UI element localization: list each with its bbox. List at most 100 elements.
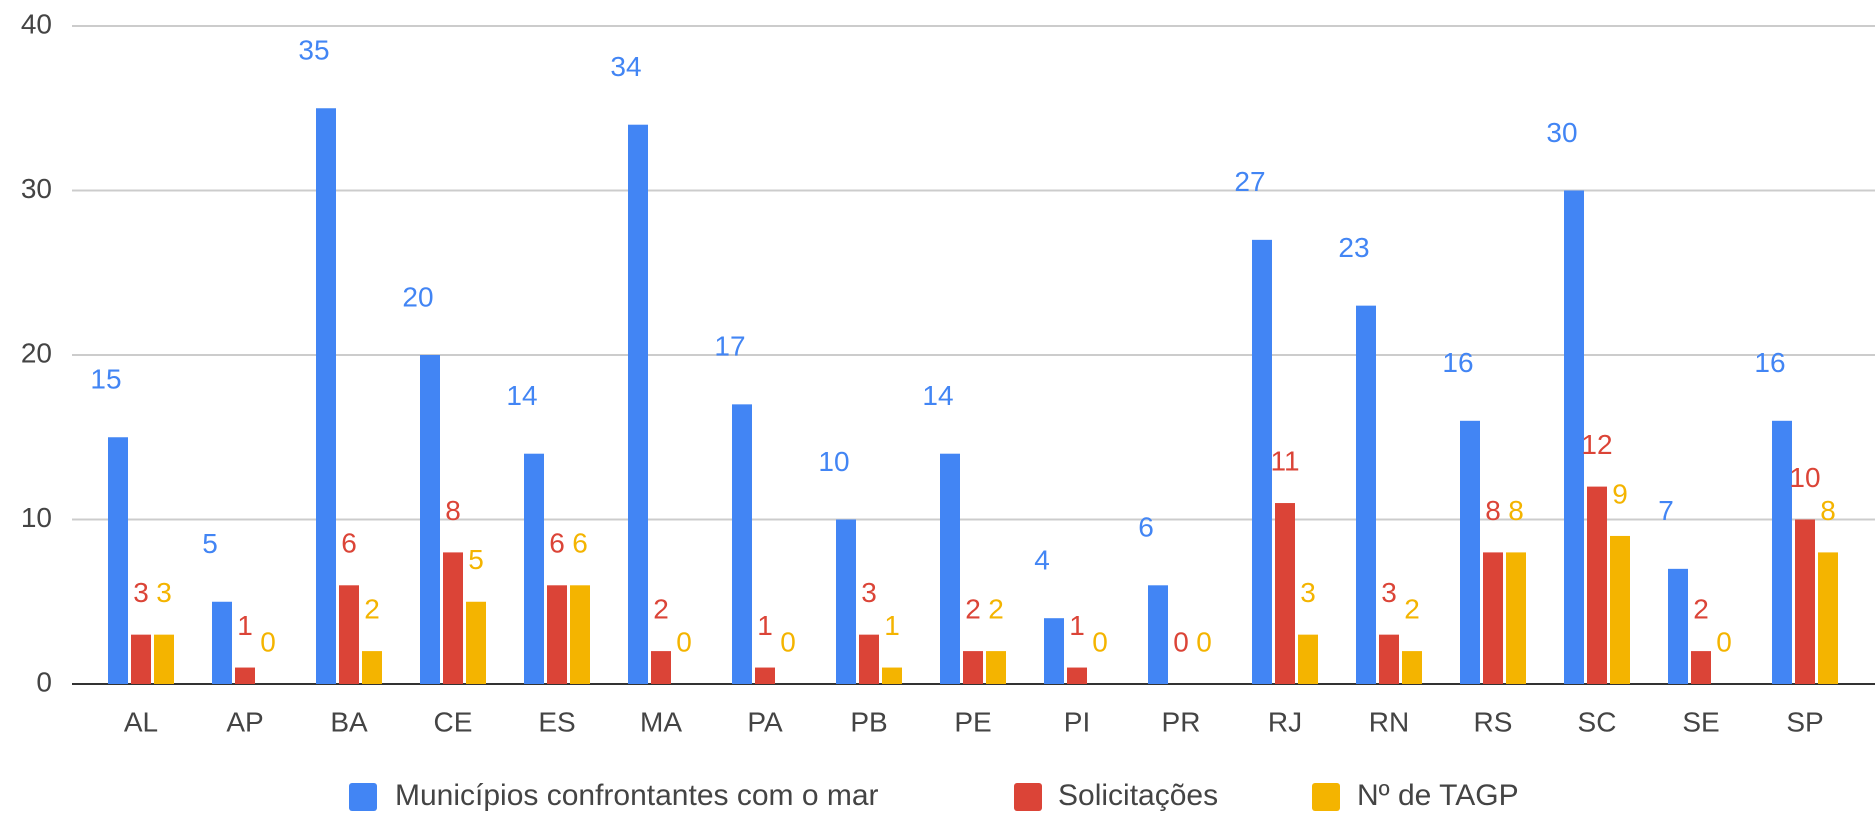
data-label: 2 [1693,593,1709,624]
bar [1044,618,1064,684]
x-tick-label: RN [1369,706,1409,737]
data-label: 0 [780,626,796,657]
legend-label: Nº de TAGP [1357,779,1519,812]
data-label: 3 [133,577,149,608]
bar [732,404,752,684]
data-label: 8 [1508,495,1524,526]
data-label: 3 [1381,577,1397,608]
data-label: 10 [818,446,849,477]
bar [1483,552,1503,684]
bar [986,651,1006,684]
x-tick-label: PE [954,706,991,737]
bar [1356,305,1376,684]
legend-swatch [349,783,377,811]
bar [963,651,983,684]
data-label: 11 [1270,445,1299,476]
data-label: 5 [468,544,484,575]
bar [108,437,128,684]
x-tick-label: MA [640,706,682,737]
data-label: 6 [341,528,357,559]
data-label: 8 [1820,495,1836,526]
bar [1772,420,1792,684]
y-tick-label: 10 [21,502,52,533]
data-label: 15 [90,364,121,395]
data-label: 6 [549,528,565,559]
data-label: 3 [1300,577,1316,608]
x-tick-label: SE [1682,706,1719,737]
data-label: 23 [1338,232,1369,263]
bar [235,667,255,684]
x-tick-label: SC [1578,706,1617,737]
bar [1275,503,1295,684]
data-label: 2 [364,593,380,624]
data-label: 8 [1485,495,1501,526]
x-tick-label: ES [538,706,575,737]
legend-label: Solicitações [1058,779,1218,812]
data-label: 0 [260,626,276,657]
bar [1379,634,1399,684]
bar [859,634,879,684]
data-label: 3 [861,577,877,608]
data-label: 5 [202,528,218,559]
data-label: 35 [298,35,329,66]
legend-swatch [1312,783,1340,811]
bar [882,667,902,684]
bar [570,585,590,684]
bar [1506,552,1526,684]
x-tick-label: SP [1786,706,1823,737]
bar [1818,552,1838,684]
data-label: 0 [676,626,692,657]
bar [547,585,567,684]
data-label: 16 [1442,347,1473,378]
bar [1067,667,1087,684]
bar [1460,420,1480,684]
data-label: 10 [1789,462,1820,493]
data-label: 2 [653,593,669,624]
bar [131,634,151,684]
x-tick-label: PB [850,706,887,737]
y-tick-label: 40 [21,8,52,39]
bar [1795,519,1815,684]
bar [1252,239,1272,684]
bar [1587,486,1607,684]
x-tick-label: RS [1474,706,1513,737]
data-label: 1 [757,610,773,641]
x-tick-label: PA [747,706,783,737]
data-label: 0 [1092,626,1108,657]
bar [154,634,174,684]
data-label: 2 [965,593,981,624]
bar [836,519,856,684]
data-label: 2 [1404,593,1420,624]
bar [420,355,440,684]
data-label: 1 [1069,610,1085,641]
bar [1402,651,1422,684]
x-tick-label: PR [1162,706,1201,737]
x-tick-label: CE [434,706,473,737]
bar [651,651,671,684]
bar [940,453,960,684]
data-label: 14 [506,380,537,411]
y-tick-label: 30 [21,173,52,204]
data-label: 0 [1196,626,1212,657]
data-label: 1 [884,610,900,641]
bar [466,601,486,684]
data-label: 1 [237,610,253,641]
y-tick-label: 20 [21,337,52,368]
legend-swatch [1014,783,1042,811]
x-tick-label: RJ [1268,706,1302,737]
bar [1691,651,1711,684]
bar [1564,190,1584,684]
data-label: 7 [1658,495,1674,526]
bar [1148,585,1168,684]
data-label: 8 [445,495,461,526]
bar [443,552,463,684]
bar [1610,535,1630,684]
bar [316,108,336,684]
data-label: 34 [610,51,641,82]
bar [362,651,382,684]
data-label: 30 [1546,117,1577,148]
x-tick-label: AP [226,706,263,737]
data-label: 2 [988,593,1004,624]
bar [339,585,359,684]
